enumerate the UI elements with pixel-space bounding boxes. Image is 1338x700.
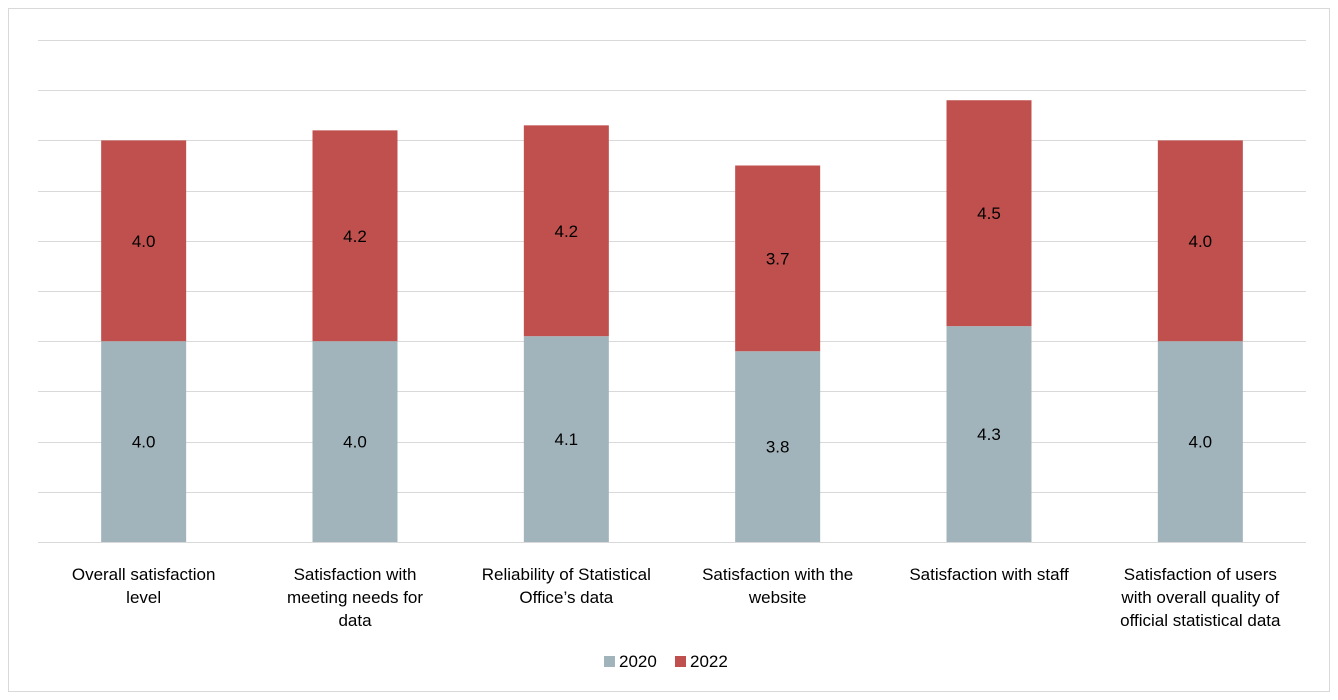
bar-2020-6 xyxy=(1157,341,1243,542)
data-label-2020-2: 4.0 xyxy=(343,433,367,452)
chart-frame xyxy=(8,8,1330,692)
category-label-line: with overall quality of xyxy=(1120,588,1279,607)
category-label-line: Satisfaction with staff xyxy=(909,565,1069,584)
data-label-2020-6: 4.0 xyxy=(1189,433,1213,452)
legend-label-2020: 2020 xyxy=(619,652,657,671)
bar-2022-1 xyxy=(101,140,187,342)
legend-swatch-2022 xyxy=(675,656,686,667)
category-label-line: data xyxy=(338,611,372,630)
bar-2020-2 xyxy=(312,341,398,542)
category-label-line: Overall satisfaction xyxy=(72,565,216,584)
bar-2020-1 xyxy=(101,341,187,542)
category-label-6: Satisfaction of users with overall qualit… xyxy=(1120,565,1281,630)
category-label-line: Satisfaction with the xyxy=(702,565,853,584)
data-label-2022-5: 4.5 xyxy=(977,204,1001,223)
legend-swatch-2020 xyxy=(604,656,615,667)
bar-2020-3 xyxy=(523,336,609,542)
data-label-2020-5: 4.3 xyxy=(977,425,1001,444)
data-label-2022-3: 4.2 xyxy=(555,222,579,241)
bar-2022-2 xyxy=(312,130,398,342)
category-label-1: Overall satisfaction level xyxy=(72,565,216,607)
bar-2022-6 xyxy=(1157,140,1243,342)
category-label-line: Satisfaction with xyxy=(294,565,417,584)
bar-2020-4 xyxy=(735,351,821,542)
data-label-2020-3: 4.1 xyxy=(555,430,579,449)
category-label-line: level xyxy=(126,588,161,607)
bar-2020-5 xyxy=(946,326,1032,542)
data-label-2022-6: 4.0 xyxy=(1189,232,1213,251)
category-label-line: Satisfaction of users xyxy=(1124,565,1277,584)
bar-2022-3 xyxy=(523,125,609,337)
category-label-3: Reliability of Statistical Office’s data xyxy=(482,565,651,607)
data-label-2022-2: 4.2 xyxy=(343,227,367,246)
category-label-line: Reliability of Statistical xyxy=(482,565,651,584)
legend-label-2022: 2022 xyxy=(690,652,728,671)
category-label-line: Office’s data xyxy=(519,588,613,607)
bar-2022-5 xyxy=(946,100,1032,327)
data-label-2022-1: 4.0 xyxy=(132,232,156,251)
data-label-2020-4: 3.8 xyxy=(766,438,790,457)
category-label-line: official statistical data xyxy=(1120,611,1281,630)
category-label-line: meeting needs for xyxy=(287,588,423,607)
data-label-2020-1: 4.0 xyxy=(132,433,156,452)
category-label-5: Satisfaction with staff xyxy=(909,565,1069,584)
category-label-line: website xyxy=(748,588,807,607)
category-label-4: Satisfaction with the website xyxy=(702,565,853,607)
bar-2022-4 xyxy=(735,165,821,352)
data-label-2022-4: 3.7 xyxy=(766,249,790,268)
category-label-2: Satisfaction with meeting needs for data xyxy=(287,565,423,630)
